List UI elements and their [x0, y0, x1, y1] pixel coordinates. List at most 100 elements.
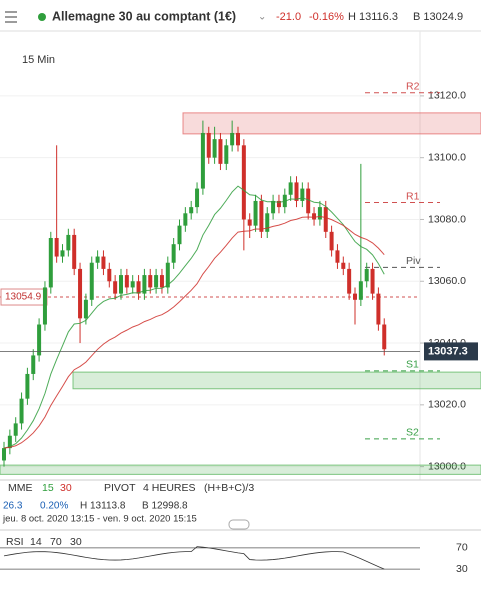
candle-body: [78, 268, 83, 319]
mme-slow: 30: [60, 482, 72, 494]
candle-body: [189, 207, 194, 214]
ref-price: 13054.9: [5, 292, 42, 303]
candle-body: [206, 132, 211, 158]
rsi-param: 30: [70, 536, 82, 548]
candle-body: [142, 275, 147, 294]
y-tick-label: 13000.0: [428, 460, 466, 472]
candle-body: [382, 324, 387, 350]
candle-body: [276, 200, 281, 208]
y-tick-label: 13060.0: [428, 275, 466, 287]
y-tick-label: 13120.0: [428, 90, 466, 102]
candle-body: [347, 268, 352, 294]
candle-body: [60, 250, 65, 257]
candle-body: [195, 188, 200, 208]
ema-line: [3, 216, 385, 449]
pivot-label: R2: [406, 81, 420, 93]
last-price: 13037.3: [428, 345, 468, 357]
candle-body: [177, 225, 182, 245]
y-tick-label: 13080.0: [428, 213, 466, 225]
candle-body: [317, 207, 322, 220]
zone: [0, 464, 481, 475]
ref-price-box: [0, 288, 48, 306]
mme-fast: 15: [42, 482, 54, 494]
change-pct: -0.16%: [309, 11, 344, 23]
candles: [2, 120, 387, 467]
candle-body: [148, 275, 153, 288]
candle-body: [72, 234, 77, 269]
candle-body: [376, 293, 381, 325]
candle-body: [288, 182, 293, 195]
pivot-formula: (H+B+C)/3: [204, 482, 254, 494]
zone: [72, 371, 481, 390]
chevron[interactable]: ⌄: [258, 12, 266, 23]
candle-body: [224, 145, 229, 164]
candle-body: [165, 262, 170, 288]
high: H 13116.3: [348, 11, 398, 23]
candle-body: [42, 287, 47, 325]
candle-body: [37, 324, 42, 356]
candle-body: [212, 139, 217, 158]
y-tick-label: 13100.0: [428, 151, 466, 163]
candle-body: [7, 435, 12, 449]
candle-body: [241, 145, 246, 220]
pivot-label: PIVOT: [104, 482, 136, 494]
candle-body: [236, 132, 240, 146]
rsi-param: 14: [30, 536, 42, 548]
candle-body: [113, 281, 118, 294]
mme-label: MME: [8, 482, 33, 494]
candle-body: [353, 293, 357, 300]
zone: [182, 112, 481, 135]
rsi-line: [3, 546, 385, 570]
candle-body: [13, 423, 18, 436]
last-price-box: [424, 342, 478, 361]
timeframe[interactable]: 15 Min: [22, 54, 55, 66]
candle-body: [83, 299, 88, 319]
candle-body: [31, 355, 36, 374]
candle-body: [294, 182, 299, 201]
candle-body: [300, 188, 305, 201]
pivot-period: 4 HEURES: [143, 482, 196, 494]
candle-body: [271, 200, 276, 214]
menu-icon[interactable]: [5, 11, 17, 23]
candle-body: [89, 262, 94, 300]
candle-body: [200, 132, 205, 189]
candle-body: [306, 188, 311, 214]
status-dot: [38, 13, 46, 21]
candle-body: [247, 219, 252, 226]
stat: 26.3: [3, 501, 23, 512]
candle-body: [364, 268, 369, 282]
candle-body: [253, 200, 258, 226]
rsi-tick-label: 70: [456, 542, 468, 554]
candle-body: [370, 268, 375, 294]
candle-body: [335, 250, 340, 263]
change: -21.0: [276, 11, 301, 23]
candle-body: [101, 256, 106, 269]
rsi-tick-label: 30: [456, 563, 468, 575]
candle-body: [107, 268, 112, 282]
stat: H 13113.8: [80, 501, 126, 512]
instrument-title[interactable]: Allemagne 30 au comptant (1€): [52, 9, 236, 23]
candle-body: [124, 275, 129, 288]
candle-body: [358, 281, 363, 300]
y-tick-label: 13020.0: [428, 399, 466, 411]
candle-body: [329, 231, 334, 251]
candle-body: [218, 139, 223, 164]
candle-body: [323, 207, 328, 232]
candle-body: [259, 200, 264, 232]
candle-body: [159, 275, 164, 288]
rsi-param: 70: [50, 536, 62, 548]
candle-body: [230, 132, 235, 146]
resize-handle[interactable]: [228, 519, 250, 530]
candle-body: [154, 275, 159, 288]
pivot-label: R1: [406, 190, 420, 202]
candle-body: [2, 448, 6, 461]
candle-body: [66, 234, 71, 251]
candle-body: [25, 373, 30, 399]
candle-body: [19, 398, 24, 424]
stat: 0.20%: [40, 501, 68, 512]
candle-body: [312, 213, 317, 220]
ema-line: [3, 185, 385, 449]
candle-body: [171, 244, 176, 263]
